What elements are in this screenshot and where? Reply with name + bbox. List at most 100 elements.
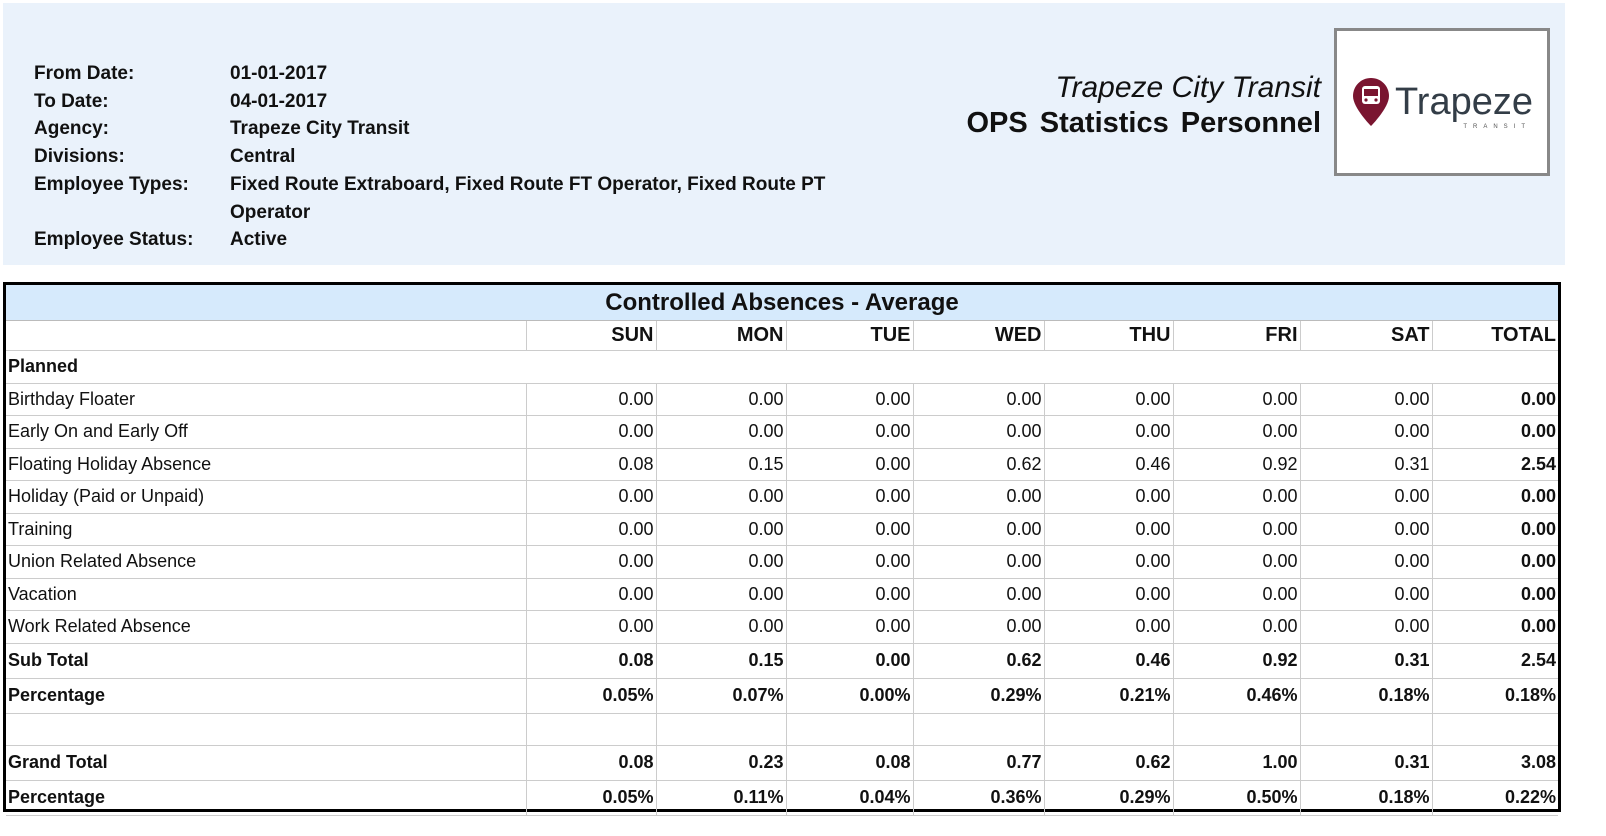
cell-value: 0.29% — [1043, 780, 1173, 816]
parameter-value: Active — [230, 229, 288, 251]
cell-value: 0.00 — [1172, 513, 1300, 546]
cell-value: 0.22% — [1431, 780, 1558, 816]
cell-value: 0.00 — [785, 545, 913, 579]
cell-value: 0.46% — [1172, 678, 1300, 714]
cell-value: 0.00 — [525, 610, 656, 644]
cell-value: 0.00 — [1043, 415, 1173, 449]
parameter-row: Employee Types: Fixed Route Extraboard, F… — [34, 171, 890, 226]
subtotal-percentage-row: Percentage 0.05% 0.07% 0.00% 0.29% 0.21% 0.46%… — [6, 678, 1558, 714]
cell-value: 0.00 — [1299, 480, 1432, 514]
cell-value: 0.00 — [655, 545, 786, 579]
cell-value: 0.00 — [525, 415, 656, 449]
parameter-value: Fixed Route Extraboard, Fixed Route FT O… — [230, 173, 826, 223]
cell-value: 0.00 — [1172, 480, 1300, 514]
cell-value: 0.92 — [1172, 642, 1300, 679]
cell-value: 3.08 — [1431, 745, 1558, 781]
parameter-row: Divisions: Central — [34, 143, 890, 171]
cell-value: 0.00 — [785, 513, 913, 546]
row-label: Percentage — [6, 780, 526, 816]
cell-value: 0.00 — [912, 578, 1044, 611]
table-row: Work Related Absence 0.00 0.00 0.00 0.00 0.00… — [6, 610, 1558, 644]
section-label: Planned — [6, 350, 1558, 384]
report-title: OPS Statistics Personnel — [966, 107, 1321, 139]
table-row: Holiday (Paid or Unpaid) 0.00 0.00 0.00 0.00… — [6, 480, 1558, 514]
subtotal-row: Sub Total 0.08 0.15 0.00 0.62 0.46 0.92 0.31 2.5… — [6, 642, 1558, 679]
column-header: WED — [912, 320, 1044, 351]
parameter-label: Employee Types: — [34, 173, 189, 195]
row-label: Percentage — [6, 678, 526, 714]
column-header: FRI — [1172, 320, 1300, 351]
cell-value: 2.54 — [1431, 448, 1558, 481]
column-header: TOTAL — [1431, 320, 1558, 351]
cell-value: 0.00 — [912, 545, 1044, 579]
column-header: TUE — [785, 320, 913, 351]
column-header: THU — [1043, 320, 1173, 351]
grand-total-row: Grand Total 0.08 0.23 0.08 0.77 0.62 1.00 0.31 3… — [6, 745, 1558, 781]
cell-value: 0.00 — [785, 383, 913, 416]
cell-value: 0.31 — [1299, 448, 1432, 481]
cell-value: 0.00 — [1043, 545, 1173, 579]
cell-value: 0.08 — [785, 745, 913, 781]
cell-value: 0.77 — [912, 745, 1044, 781]
cell-value: 0.00 — [1431, 383, 1558, 416]
cell-value: 0.00 — [1299, 545, 1432, 579]
cell-value: 0.62 — [912, 448, 1044, 481]
cell-value: 0.04% — [785, 780, 913, 816]
cell-value: 0.00 — [1299, 415, 1432, 449]
table-title: Controlled Absences - Average — [6, 285, 1558, 321]
row-label: Early On and Early Off — [6, 415, 526, 449]
cell-value: 0.00 — [1299, 383, 1432, 416]
cell-value: 0.00 — [655, 578, 786, 611]
cell-value: 0.00 — [1043, 480, 1173, 514]
cell-value: 0.00 — [655, 610, 786, 644]
cell-value: 0.00 — [785, 480, 913, 514]
cell-value: 0.00 — [1431, 415, 1558, 449]
parameter-value: Trapeze City Transit — [230, 118, 410, 140]
section-row: Planned — [6, 350, 1558, 384]
parameter-label: Agency: — [34, 118, 109, 140]
cell-value: 0.15 — [655, 642, 786, 679]
cell-value: 0.00 — [525, 578, 656, 611]
cell-value: 0.29% — [912, 678, 1044, 714]
column-header: MON — [655, 320, 786, 351]
cell-value: 0.36% — [912, 780, 1044, 816]
parameter-row: Employee Status: Active — [34, 226, 890, 254]
cell-value: 0.00 — [1043, 610, 1173, 644]
parameter-row: To Date: 04-01-2017 — [34, 88, 890, 116]
table-row: Union Related Absence 0.00 0.00 0.00 0.00 0.0… — [6, 545, 1558, 579]
parameter-label: Employee Status: — [34, 229, 194, 251]
cell-value: 0.00 — [1043, 513, 1173, 546]
cell-value: 0.62 — [1043, 745, 1173, 781]
cell-value: 0.00 — [785, 642, 913, 679]
cell-value: 0.00 — [785, 415, 913, 449]
cell-value: 0.00 — [655, 513, 786, 546]
column-header: SUN — [525, 320, 656, 351]
report-header: From Date: 01-01-2017 To Date: 04-01-2017 Ag… — [3, 3, 1565, 265]
cell-value: 0.00 — [1299, 610, 1432, 644]
agency-title: Trapeze City Transit — [1055, 71, 1321, 104]
report-parameters: From Date: 01-01-2017 To Date: 04-01-2017 Ag… — [34, 60, 890, 254]
row-label: Sub Total — [6, 642, 526, 679]
cell-value: 0.00 — [655, 415, 786, 449]
trapeze-logo: Trapeze TRANSIT — [1334, 28, 1550, 176]
cell-value: 0.00 — [525, 513, 656, 546]
controlled-absences-table: Controlled Absences - Average SUN MON TUE W… — [3, 282, 1561, 816]
parameter-value: 04-01-2017 — [230, 90, 328, 112]
cell-value: 0.00% — [785, 678, 913, 714]
cell-value: 0.00 — [655, 383, 786, 416]
cell-value: 0.00 — [655, 480, 786, 514]
cell-value: 0.00 — [785, 578, 913, 611]
row-label: Work Related Absence — [6, 610, 526, 644]
cell-value: 0.00 — [1172, 578, 1300, 611]
table-row: Birthday Floater 0.00 0.00 0.00 0.00 0.00 0.00… — [6, 383, 1558, 416]
parameter-value: Central — [230, 146, 296, 168]
map-pin-bus-icon — [1353, 78, 1389, 126]
cell-value: 0.00 — [785, 610, 913, 644]
cell-value: 0.18% — [1299, 678, 1432, 714]
cell-value: 0.00 — [1431, 480, 1558, 514]
cell-value: 0.05% — [525, 678, 656, 714]
cell-value: 0.18% — [1299, 780, 1432, 816]
cell-value: 0.00 — [1172, 545, 1300, 579]
cell-value: 0.00 — [525, 480, 656, 514]
table-row: Vacation 0.00 0.00 0.00 0.00 0.00 0.00 0.00 0.00 — [6, 578, 1558, 611]
